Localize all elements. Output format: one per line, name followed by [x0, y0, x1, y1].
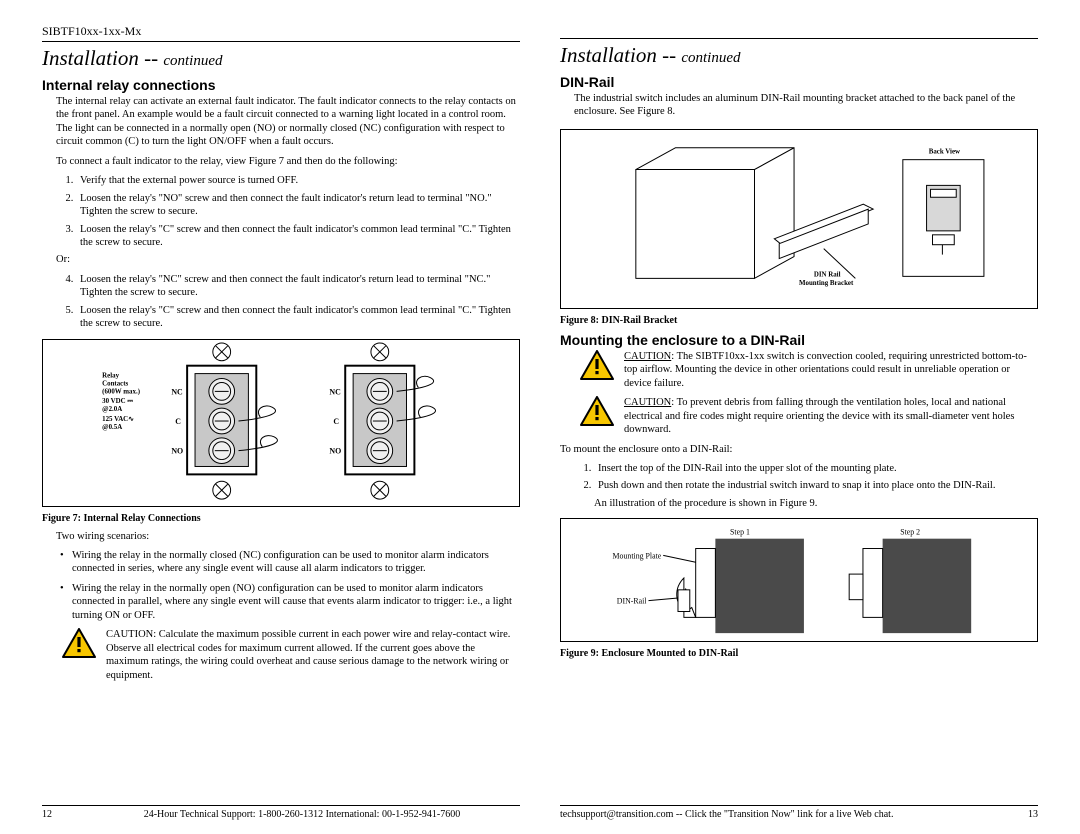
- figure-7-svg: Relay Contacts (600W max.) 30 VDC ⎓ @2.0…: [43, 340, 519, 506]
- intro-paragraph: The industrial switch includes an alumin…: [560, 92, 1038, 119]
- page-title: Installation -- continued: [560, 43, 1038, 68]
- svg-text:Step 2: Step 2: [900, 528, 920, 537]
- step: Loosen the relay's "C" screw and then co…: [76, 223, 520, 250]
- title-continued: continued: [163, 53, 222, 69]
- page-number: 13: [1020, 809, 1038, 820]
- lead-text: To connect a fault indicator to the rela…: [42, 155, 520, 168]
- label-relay: Relay: [102, 372, 119, 379]
- or-text: Or:: [42, 253, 520, 266]
- footer-text: 24-Hour Technical Support: 1-800-260-131…: [84, 809, 520, 820]
- page-title: Installation -- continued: [42, 46, 520, 71]
- page-number: 12: [42, 809, 60, 820]
- back-view: Back View: [903, 149, 984, 277]
- scenario: Wiring the relay in the normally open (N…: [72, 582, 520, 622]
- footer-text: techsupport@transition.com -- Click the …: [560, 809, 1006, 820]
- header-rule: [42, 41, 520, 42]
- caution-label: CAUTION: [624, 397, 671, 408]
- caution-block-2: CAUTION: To prevent debris from falling …: [560, 396, 1038, 436]
- footer: 12 24-Hour Technical Support: 1-800-260-…: [42, 805, 520, 820]
- steps-list-b: Loosen the relay's "NC" screw and then c…: [42, 273, 520, 335]
- product-code: SIBTF10xx-1xx-Mx: [42, 24, 520, 39]
- svg-text:C: C: [175, 417, 181, 426]
- title-main: Installation --: [560, 43, 681, 67]
- section-heading: Internal relay connections: [42, 77, 520, 93]
- caution-block-1: CAUTION: The SIBTF10xx-1xx switch is con…: [560, 350, 1038, 390]
- label-vdc: 30 VDC ⎓: [102, 398, 133, 405]
- step: Loosen the relay's "NO" screw and then c…: [76, 192, 520, 219]
- svg-text:NO: NO: [329, 446, 341, 455]
- caution-block: CAUTION: Calculate the maximum possible …: [42, 628, 520, 682]
- mount-tail: An illustration of the procedure is show…: [560, 497, 1038, 510]
- label-amp1: @2.0A: [102, 406, 122, 413]
- title-continued: continued: [681, 50, 740, 66]
- mount-steps: Insert the top of the DIN-Rail into the …: [560, 462, 1038, 497]
- footer: techsupport@transition.com -- Click the …: [560, 805, 1038, 820]
- mount-lead: To mount the enclosure onto a DIN-Rail:: [560, 443, 1038, 456]
- caution-icon: [62, 628, 96, 658]
- figure-8: DIN Rail Mounting Bracket Back View: [560, 129, 1038, 309]
- caution-body: : To prevent debris from falling through…: [624, 397, 1014, 435]
- figure-7: Relay Contacts (600W max.) 30 VDC ⎓ @2.0…: [42, 339, 520, 507]
- caution-label: CAUTION: [624, 351, 671, 362]
- step: Verify that the external power source is…: [76, 174, 520, 187]
- section-heading-2: Mounting the enclosure to a DIN-Rail: [560, 332, 1038, 348]
- svg-text:C: C: [333, 417, 339, 426]
- label-600w: (600W max.): [102, 388, 140, 395]
- svg-text:DIN-Rail: DIN-Rail: [617, 597, 648, 606]
- title-main: Installation --: [42, 46, 163, 70]
- page-12: SIBTF10xx-1xx-Mx Installation -- continu…: [42, 24, 540, 820]
- enclosure-3d: [626, 148, 794, 279]
- svg-text:Back View: Back View: [929, 149, 960, 156]
- figure-8-caption: Figure 8: DIN-Rail Bracket: [560, 315, 1038, 326]
- svg-text:DIN Rail: DIN Rail: [814, 271, 841, 278]
- scenarios-lead: Two wiring scenarios:: [42, 530, 520, 543]
- svg-text:Mounting Bracket: Mounting Bracket: [799, 280, 854, 287]
- label-amp2: @0.5A: [102, 423, 122, 430]
- figure-9: Step 1 Step 2 Mounting Plate DIN-Rail: [560, 518, 1038, 642]
- scenario: Wiring the relay in the normally closed …: [72, 549, 520, 576]
- header-rule: [560, 38, 1038, 39]
- svg-text:NC: NC: [171, 387, 183, 396]
- caution-icon: [580, 350, 614, 380]
- steps-list-a: Verify that the external power source is…: [42, 174, 520, 253]
- label-vac: 125 VAC∿: [102, 416, 134, 423]
- svg-text:Mounting Plate: Mounting Plate: [613, 552, 662, 561]
- svg-text:Step 1: Step 1: [730, 528, 750, 537]
- caution-text: CAUTION: The SIBTF10xx-1xx switch is con…: [624, 350, 1038, 390]
- step: Insert the top of the DIN-Rail into the …: [594, 462, 1038, 475]
- figure-7-caption: Figure 7: Internal Relay Connections: [42, 513, 520, 524]
- svg-text:NO: NO: [171, 446, 183, 455]
- scenarios-list: Wiring the relay in the normally closed …: [42, 549, 520, 628]
- terminal-block-left: NC C NO: [171, 343, 277, 499]
- caution-icon: [580, 396, 614, 426]
- caution-body: : The SIBTF10xx-1xx switch is convection…: [624, 351, 1027, 389]
- step: Loosen the relay's "NC" screw and then c…: [76, 273, 520, 300]
- intro-paragraph: The internal relay can activate an exter…: [42, 95, 520, 149]
- step: Loosen the relay's "C" screw and then co…: [76, 304, 520, 331]
- page-13: Installation -- continued DIN-Rail The i…: [540, 24, 1038, 820]
- figure-9-caption: Figure 9: Enclosure Mounted to DIN-Rail: [560, 648, 1038, 659]
- figure-9-svg: Step 1 Step 2 Mounting Plate DIN-Rail: [561, 519, 1037, 641]
- section-heading: DIN-Rail: [560, 74, 1038, 90]
- caution-text: CAUTION: Calculate the maximum possible …: [106, 628, 520, 682]
- figure-8-svg: DIN Rail Mounting Bracket Back View: [561, 130, 1037, 308]
- step: Push down and then rotate the industrial…: [594, 479, 1038, 492]
- label-contacts: Contacts: [102, 380, 128, 387]
- caution-text: CAUTION: To prevent debris from falling …: [624, 396, 1038, 436]
- terminal-block-right: NC C NO: [329, 343, 435, 499]
- svg-text:NC: NC: [329, 387, 341, 396]
